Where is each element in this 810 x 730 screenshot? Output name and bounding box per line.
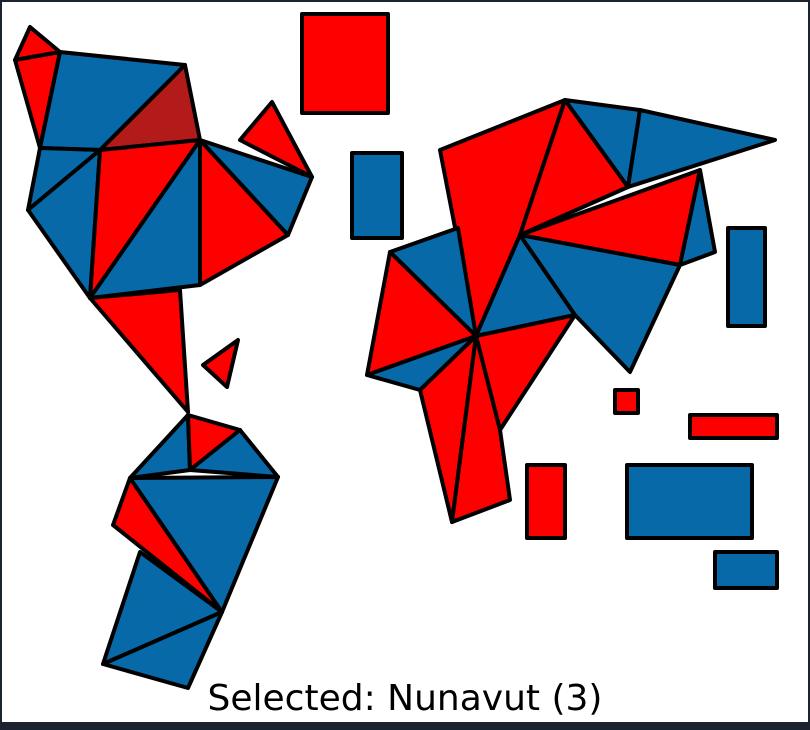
territory[interactable] [625, 463, 754, 540]
territory[interactable] [350, 151, 404, 240]
territory[interactable] [198, 138, 314, 237]
territory[interactable] [726, 226, 767, 328]
territory[interactable] [300, 12, 390, 115]
territory[interactable] [128, 475, 280, 614]
territory[interactable] [518, 233, 682, 374]
territory[interactable] [713, 550, 779, 590]
territory[interactable] [238, 100, 314, 179]
territory[interactable] [88, 288, 190, 414]
territory[interactable] [678, 168, 717, 267]
territory[interactable] [188, 428, 280, 479]
territory[interactable] [101, 610, 224, 690]
territory[interactable] [201, 338, 240, 389]
territory[interactable] [613, 388, 640, 415]
territory[interactable] [525, 463, 567, 540]
territory[interactable] [626, 108, 777, 189]
territory[interactable] [450, 334, 512, 524]
territory[interactable] [688, 413, 779, 440]
